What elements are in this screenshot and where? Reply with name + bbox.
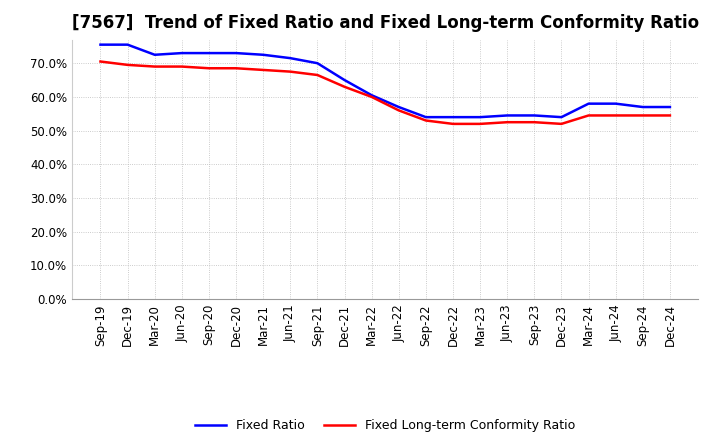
Fixed Long-term Conformity Ratio — [313, 72, 322, 77]
Fixed Ratio — [611, 101, 620, 106]
Fixed Ratio — [395, 104, 403, 110]
Fixed Long-term Conformity Ratio — [341, 84, 349, 89]
Fixed Long-term Conformity Ratio — [286, 69, 294, 74]
Fixed Ratio — [96, 42, 105, 47]
Fixed Ratio — [123, 42, 132, 47]
Fixed Ratio — [421, 114, 430, 120]
Fixed Ratio — [557, 114, 566, 120]
Fixed Long-term Conformity Ratio — [639, 113, 647, 118]
Fixed Long-term Conformity Ratio — [503, 120, 511, 125]
Fixed Long-term Conformity Ratio — [665, 113, 674, 118]
Fixed Long-term Conformity Ratio — [150, 64, 159, 69]
Fixed Ratio — [341, 77, 349, 83]
Fixed Long-term Conformity Ratio — [611, 113, 620, 118]
Fixed Ratio — [476, 114, 485, 120]
Fixed Ratio — [232, 51, 240, 56]
Fixed Ratio — [639, 104, 647, 110]
Fixed Long-term Conformity Ratio — [584, 113, 593, 118]
Fixed Long-term Conformity Ratio — [123, 62, 132, 67]
Fixed Ratio — [503, 113, 511, 118]
Legend: Fixed Ratio, Fixed Long-term Conformity Ratio: Fixed Ratio, Fixed Long-term Conformity … — [190, 414, 580, 437]
Fixed Long-term Conformity Ratio — [367, 94, 376, 99]
Fixed Ratio — [286, 55, 294, 61]
Fixed Long-term Conformity Ratio — [421, 118, 430, 123]
Fixed Long-term Conformity Ratio — [449, 121, 457, 127]
Fixed Long-term Conformity Ratio — [232, 66, 240, 71]
Fixed Long-term Conformity Ratio — [476, 121, 485, 127]
Fixed Long-term Conformity Ratio — [204, 66, 213, 71]
Fixed Ratio — [178, 51, 186, 56]
Fixed Ratio — [584, 101, 593, 106]
Fixed Long-term Conformity Ratio — [557, 121, 566, 127]
Title: [7567]  Trend of Fixed Ratio and Fixed Long-term Conformity Ratio: [7567] Trend of Fixed Ratio and Fixed Lo… — [71, 15, 699, 33]
Fixed Long-term Conformity Ratio — [530, 120, 539, 125]
Fixed Ratio — [665, 104, 674, 110]
Line: Fixed Ratio: Fixed Ratio — [101, 44, 670, 117]
Fixed Long-term Conformity Ratio — [259, 67, 268, 73]
Fixed Long-term Conformity Ratio — [178, 64, 186, 69]
Fixed Ratio — [204, 51, 213, 56]
Line: Fixed Long-term Conformity Ratio: Fixed Long-term Conformity Ratio — [101, 62, 670, 124]
Fixed Ratio — [259, 52, 268, 57]
Fixed Ratio — [313, 61, 322, 66]
Fixed Long-term Conformity Ratio — [96, 59, 105, 64]
Fixed Ratio — [150, 52, 159, 57]
Fixed Ratio — [449, 114, 457, 120]
Fixed Ratio — [367, 92, 376, 98]
Fixed Ratio — [530, 113, 539, 118]
Fixed Long-term Conformity Ratio — [395, 108, 403, 113]
